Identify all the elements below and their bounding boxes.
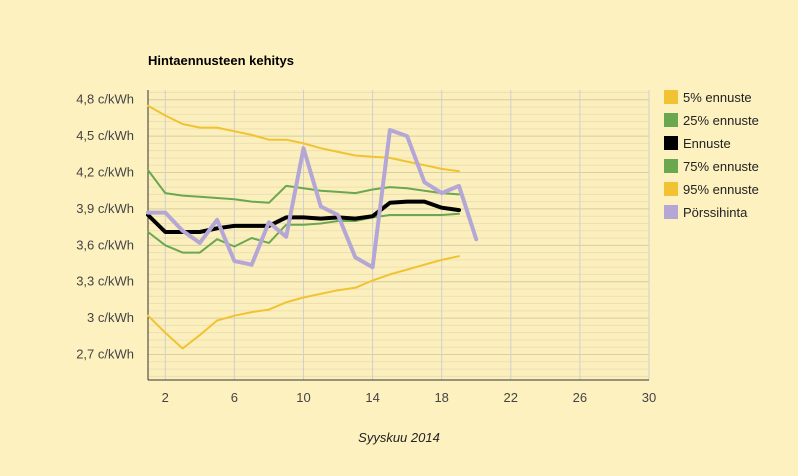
y-tick-label: 4,5 c/kWh	[76, 128, 134, 143]
legend-swatch	[664, 113, 678, 127]
y-tick-label: 3,3 c/kWh	[76, 274, 134, 289]
x-tick-label: 14	[365, 390, 379, 405]
x-tick-label: 18	[434, 390, 448, 405]
legend-swatch	[664, 205, 678, 219]
series-line-4	[147, 169, 460, 204]
series-line-3	[146, 199, 461, 234]
x-tick-label: 10	[296, 390, 310, 405]
chart-title: Hintaennusteen kehitys	[148, 53, 294, 68]
legend-swatch	[664, 159, 678, 173]
legend-swatch	[664, 136, 678, 150]
legend-swatch	[664, 182, 678, 196]
y-tick-label: 4,8 c/kWh	[76, 92, 134, 107]
x-tick-label: 22	[504, 390, 518, 405]
x-tick-label: 30	[642, 390, 656, 405]
legend-label: Pörssihinta	[683, 205, 748, 220]
legend-label: 75% ennuste	[683, 159, 759, 174]
x-tick-label: 26	[573, 390, 587, 405]
plot-area	[148, 90, 649, 380]
series-line-6	[146, 128, 479, 270]
y-tick-label: 3,6 c/kWh	[76, 237, 134, 252]
legend-label: 25% ennuste	[683, 113, 759, 128]
x-axis-label: Syyskuu 2014	[358, 430, 440, 445]
legend-label: 5% ennuste	[683, 90, 752, 105]
series-line-1	[147, 255, 460, 350]
y-tick-label: 3,9 c/kWh	[76, 201, 134, 216]
x-tick-label: 6	[231, 390, 238, 405]
series-line-2	[147, 212, 460, 254]
y-tick-label: 2,7 c/kWh	[76, 347, 134, 362]
legend-swatch	[664, 90, 678, 104]
legend-label: 95% ennuste	[683, 182, 759, 197]
legend-label: Ennuste	[683, 136, 731, 151]
y-tick-label: 4,2 c/kWh	[76, 165, 134, 180]
series-line-5	[147, 104, 460, 173]
y-tick-label: 3 c/kWh	[87, 310, 134, 325]
x-tick-label: 2	[162, 390, 169, 405]
